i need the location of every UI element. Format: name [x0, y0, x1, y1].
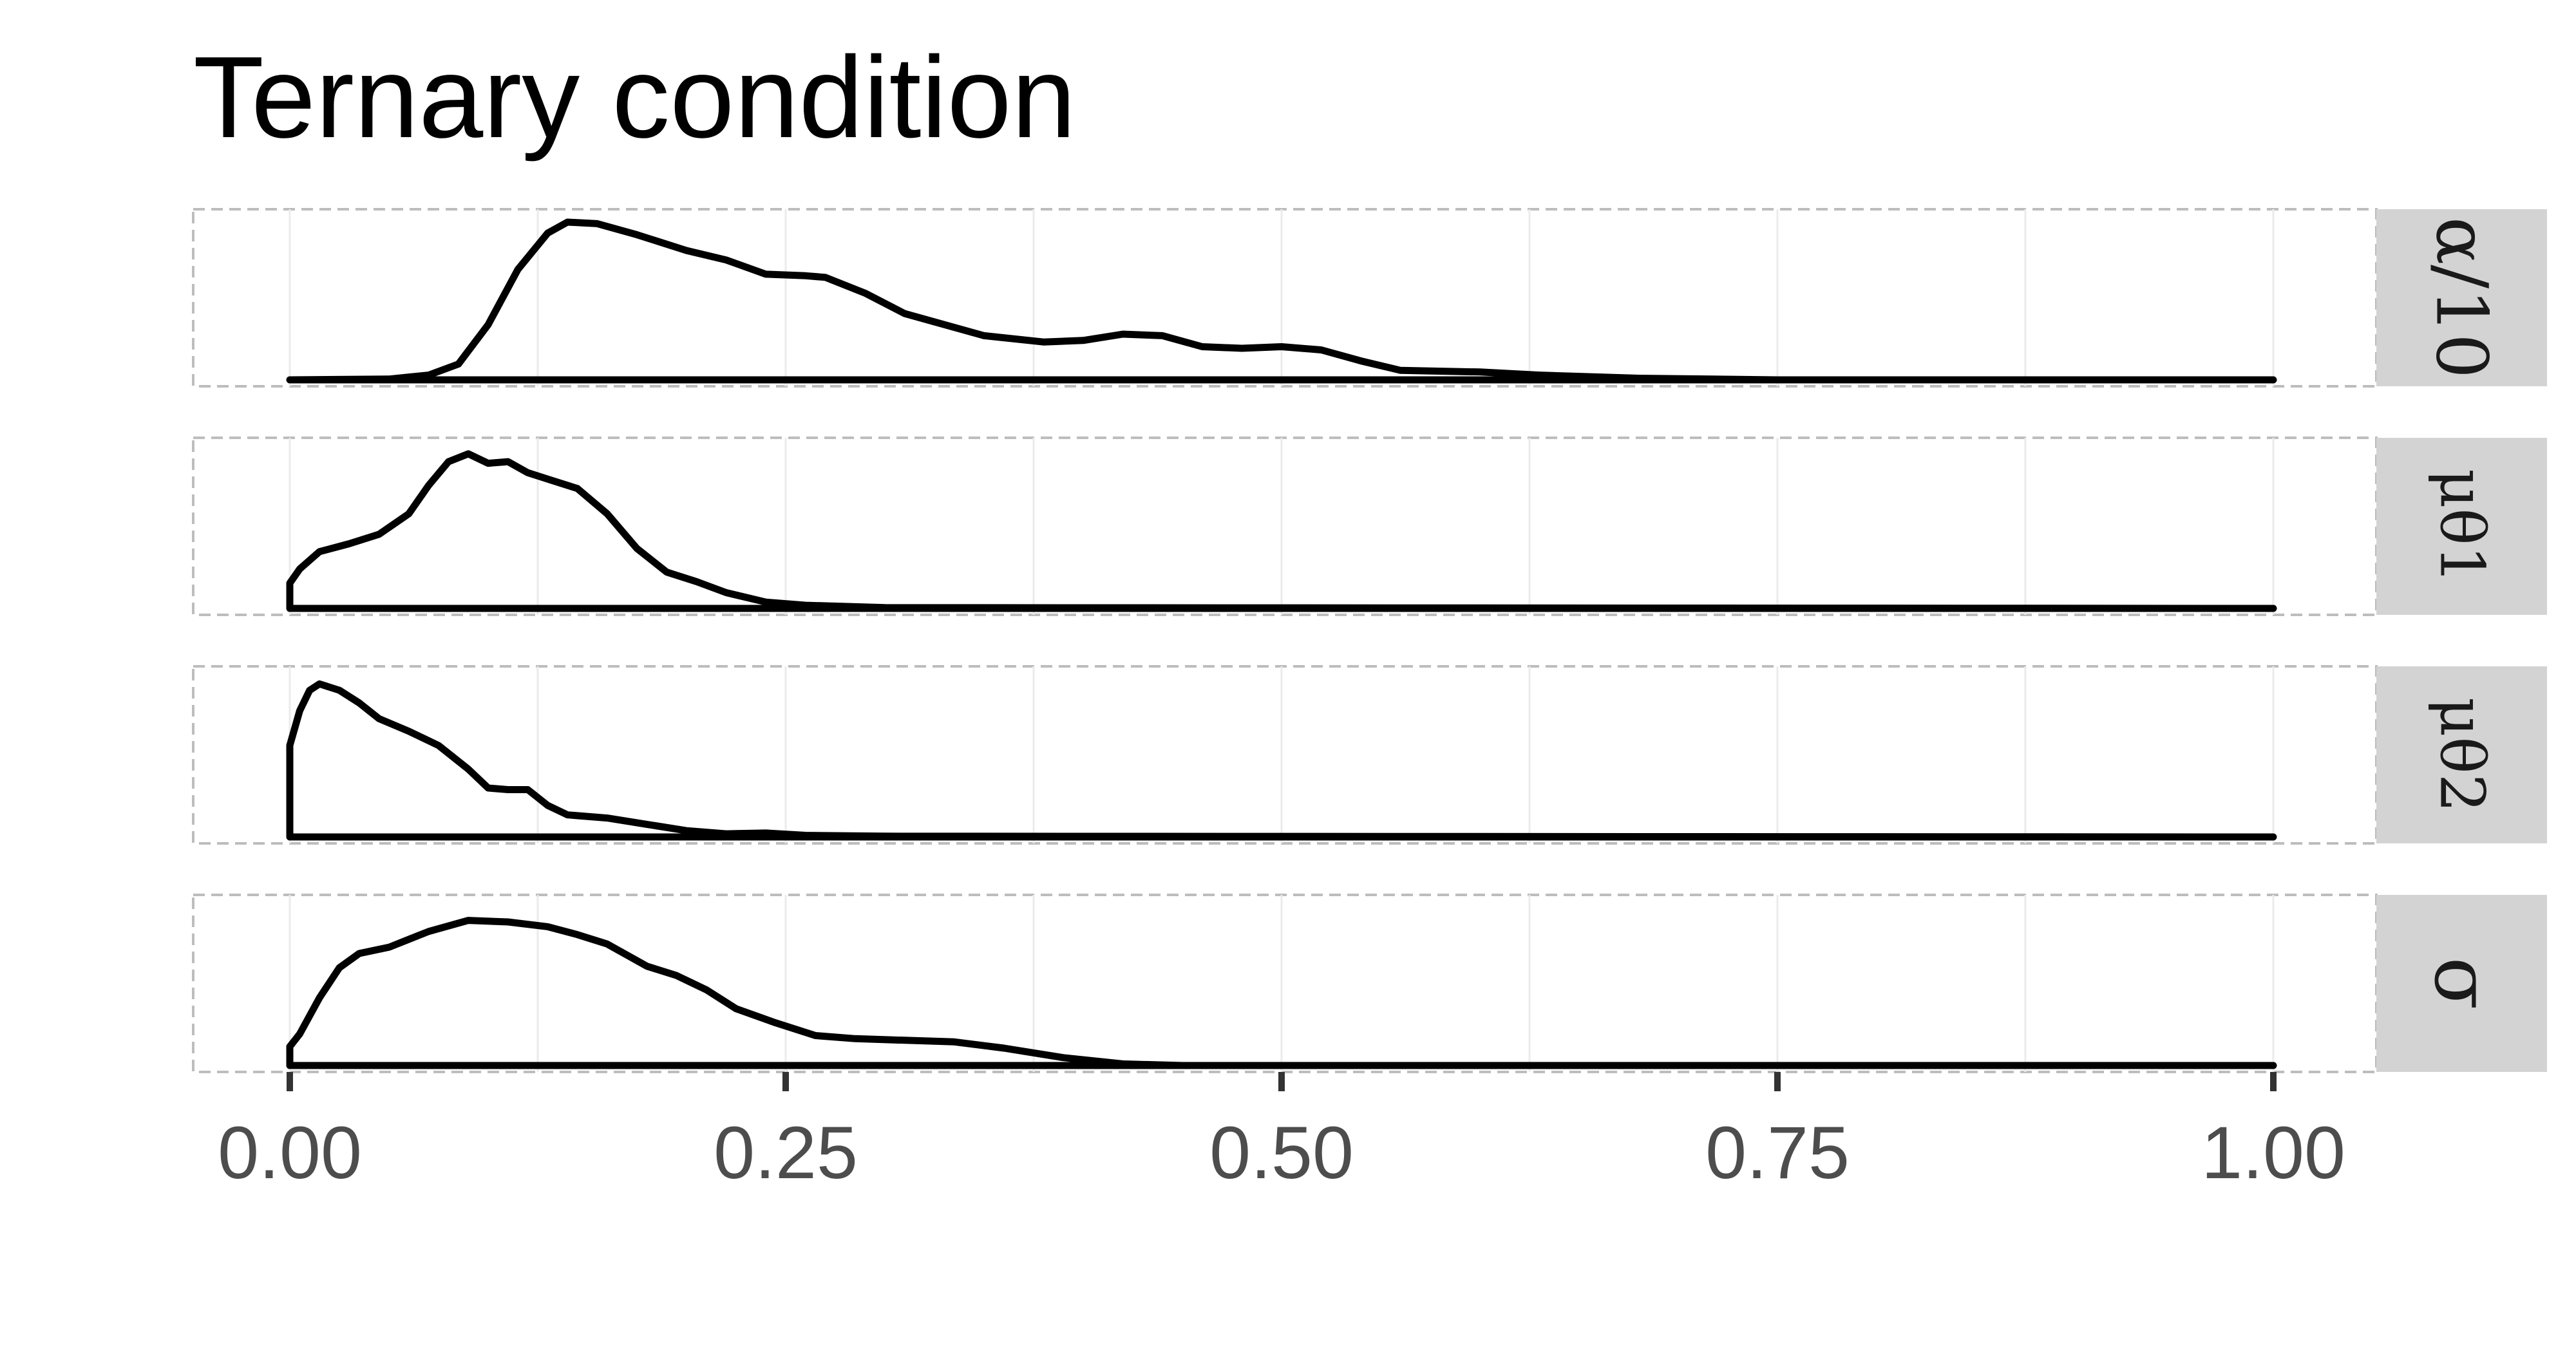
x-tick-label: 0.50 — [1209, 1112, 1354, 1194]
panel-border — [192, 665, 2378, 845]
panel-border — [192, 208, 2378, 388]
facet-strip-label-group: μθ2 — [2427, 697, 2497, 812]
x-tick-label: 0.75 — [1705, 1112, 1850, 1194]
x-tick-label: 1.00 — [2201, 1112, 2345, 1194]
facet-panel: μθ2 — [192, 665, 2547, 845]
x-tick-label: 0.00 — [218, 1112, 362, 1194]
density-curve — [286, 218, 2277, 384]
facet-strip-label-group: α/10 — [2421, 217, 2503, 379]
facet-strip-label-group: μθ1 — [2427, 469, 2497, 584]
density-curve — [286, 450, 2277, 612]
chart-title: Ternary condition — [193, 33, 1076, 162]
x-axis: 0.00 0.25 0.50 0.75 1.00 — [218, 1072, 2345, 1194]
facet-strip-label: μθ2 — [2427, 697, 2497, 812]
density-curve — [286, 680, 2277, 841]
panel-border — [192, 437, 2378, 616]
facet-strip — [2376, 209, 2547, 386]
facet-panel: σ — [192, 894, 2547, 1073]
facet-strip — [2376, 666, 2547, 843]
facet-panel: α/10 — [192, 208, 2547, 388]
facet-strip — [2376, 895, 2547, 1072]
facet-strip-label: μθ1 — [2427, 469, 2497, 584]
facet-panel: μθ1 — [192, 437, 2547, 616]
facet-strip — [2376, 438, 2547, 615]
facet-strip-label: α/10 — [2421, 217, 2503, 379]
panel-border — [192, 894, 2378, 1073]
density-curve — [286, 917, 2277, 1069]
facet-strip-label-group: σ — [2417, 957, 2506, 1010]
x-tick-label: 0.25 — [714, 1112, 858, 1194]
facet-panels: α/10 μθ1 μθ2 σ — [192, 208, 2547, 1073]
facet-strip-label: σ — [2417, 957, 2506, 1010]
